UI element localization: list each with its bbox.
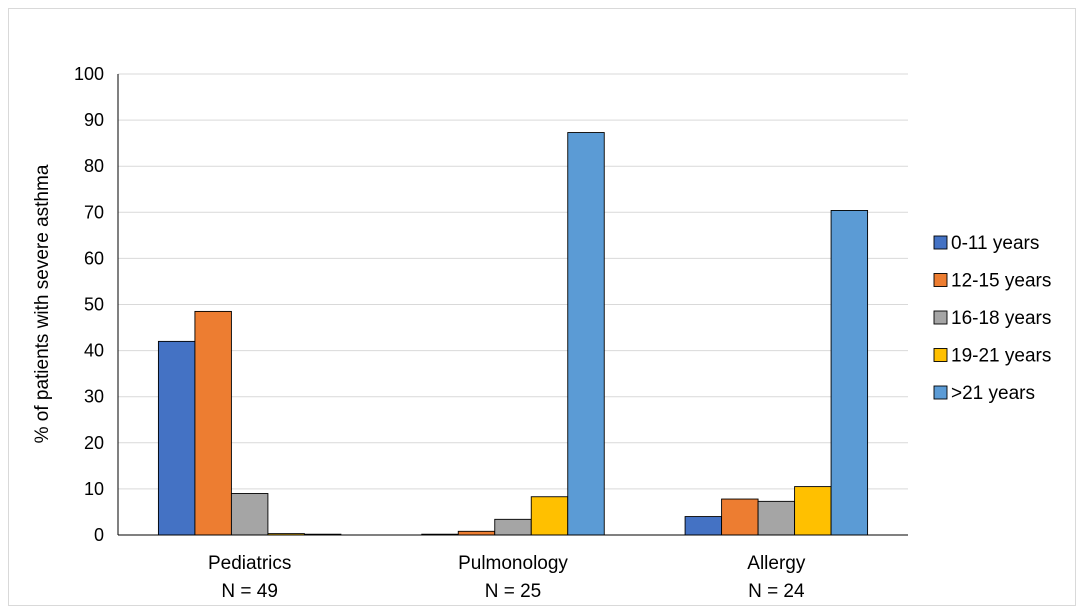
bar bbox=[157, 340, 196, 536]
gridlines bbox=[118, 73, 908, 490]
legend-label: >21 years bbox=[951, 383, 1035, 404]
bars bbox=[157, 132, 869, 536]
y-tick-label: 0 bbox=[94, 525, 104, 545]
y-tick-label: 80 bbox=[84, 156, 104, 176]
bar bbox=[684, 516, 723, 536]
y-tick-labels: 0 10 20 30 40 50 60 70 80 90 100 bbox=[74, 64, 104, 545]
x-category-labels: Pediatrics N = 49 Pulmonology N = 25 Allergy… bbox=[208, 553, 806, 602]
bar bbox=[494, 518, 532, 536]
x-category-n-label: N = 24 bbox=[748, 581, 805, 602]
legend-label: 19-21 years bbox=[951, 346, 1051, 367]
legend-label: 16-18 years bbox=[951, 308, 1051, 329]
y-axis-label: % of patients with severe asthma bbox=[32, 164, 53, 443]
bar bbox=[530, 496, 569, 536]
bar bbox=[457, 530, 496, 536]
y-tick-label: 20 bbox=[84, 433, 104, 453]
legend-swatch bbox=[933, 273, 948, 287]
x-category-n-label: N = 25 bbox=[485, 581, 542, 602]
legend: 0-11 years 12-15 years 16-18 years 19-21 ye… bbox=[933, 233, 1051, 404]
legend-label: 0-11 years bbox=[951, 233, 1039, 254]
bar bbox=[794, 486, 832, 536]
x-category-label: Pulmonology bbox=[458, 553, 568, 574]
x-category-label: Pediatrics bbox=[208, 553, 291, 574]
bar bbox=[721, 498, 759, 536]
y-tick-label: 50 bbox=[84, 295, 104, 315]
legend-swatch bbox=[933, 235, 948, 250]
x-category-label: Allergy bbox=[747, 553, 806, 574]
legend-swatch bbox=[933, 348, 948, 362]
bar bbox=[567, 132, 605, 536]
y-tick-label: 100 bbox=[74, 64, 104, 84]
bar bbox=[230, 493, 269, 536]
axes bbox=[117, 74, 908, 536]
y-tick-label: 60 bbox=[84, 248, 104, 268]
bar bbox=[830, 210, 869, 536]
y-tick-label: 30 bbox=[84, 387, 104, 407]
legend-swatch bbox=[933, 310, 948, 325]
legend-label: 12-15 years bbox=[951, 271, 1051, 292]
bar bbox=[757, 500, 796, 536]
x-category-n-label: N = 49 bbox=[221, 581, 278, 602]
y-tick-label: 90 bbox=[84, 110, 104, 130]
y-tick-label: 70 bbox=[84, 202, 104, 222]
y-tick-label: 40 bbox=[84, 341, 104, 361]
legend-swatch bbox=[933, 385, 948, 400]
y-tick-label: 10 bbox=[84, 479, 104, 499]
bar bbox=[194, 310, 232, 536]
